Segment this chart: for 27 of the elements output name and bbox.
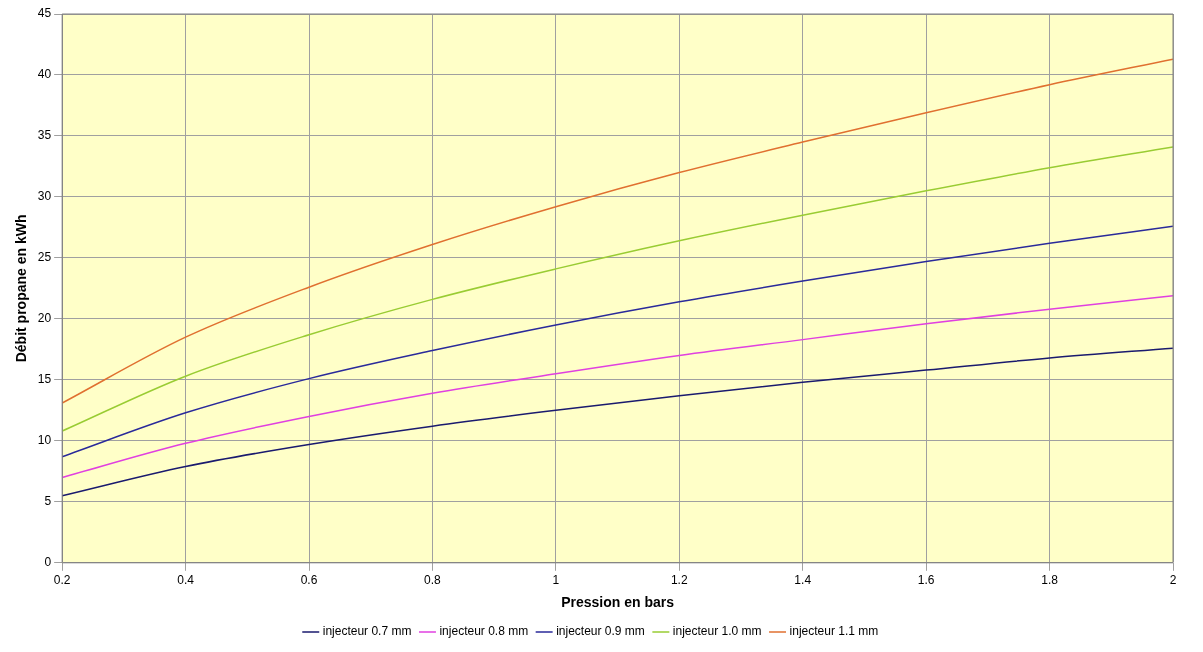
- y-tick-label: 15: [37, 372, 52, 387]
- y-tick-label: 10: [37, 433, 52, 448]
- x-tick-label: 0.4: [177, 573, 195, 588]
- x-tick-label: 1: [552, 573, 560, 588]
- legend-label: injecteur 1.0 mm: [672, 624, 762, 639]
- y-tick-label: 35: [37, 128, 52, 143]
- legend-label: injecteur 1.1 mm: [789, 624, 879, 639]
- x-axis-title: Pression en bars: [561, 594, 675, 611]
- x-tick-label: 2: [1169, 573, 1177, 588]
- y-tick-label: 0: [44, 555, 52, 570]
- y-tick-label: 20: [37, 311, 52, 326]
- legend-label: injecteur 0.7 mm: [322, 624, 412, 639]
- y-tick-label: 30: [37, 189, 52, 204]
- y-axis-title: Débit propane en kWh: [13, 214, 30, 363]
- x-tick-label: 0.8: [424, 573, 442, 588]
- x-tick-label: 0.2: [53, 573, 71, 588]
- y-tick-label: 40: [37, 67, 52, 82]
- x-tick-label: 1.2: [670, 573, 688, 588]
- y-tick-label: 5: [44, 494, 52, 509]
- x-tick-label: 1.6: [917, 573, 935, 588]
- x-tick-label: 1.8: [1041, 573, 1059, 588]
- x-tick-label: 0.6: [300, 573, 318, 588]
- legend-label: injecteur 0.9 mm: [556, 624, 645, 639]
- y-tick-label: 25: [37, 250, 52, 265]
- x-tick-label: 1.4: [794, 573, 812, 588]
- y-tick-label: 45: [37, 6, 52, 21]
- legend-label: injecteur 0.8 mm: [439, 624, 529, 639]
